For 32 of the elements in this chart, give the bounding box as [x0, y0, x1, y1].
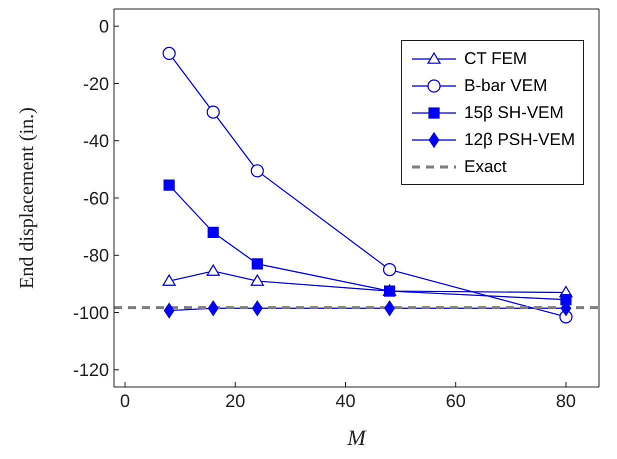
x-tick-label: 0 — [120, 390, 130, 411]
y-tick-label: -20 — [82, 74, 109, 94]
y-tick-label: -100 — [72, 302, 109, 323]
y-tick-label: -120 — [72, 360, 109, 380]
point — [162, 274, 176, 286]
point — [206, 264, 220, 276]
legend-label: 12β PSH-VEM — [464, 130, 575, 150]
point — [250, 274, 264, 286]
y-axis-title: End displacement (in.) — [16, 107, 38, 289]
legend-label: B-bar VEM — [464, 76, 548, 96]
point — [384, 300, 395, 316]
legend-label: 15β SH-VEM — [464, 102, 564, 122]
legend-label: CT FEM — [464, 48, 528, 68]
x-axis-title: M — [346, 425, 368, 450]
x-tick-label: 40 — [335, 390, 356, 411]
y-tick-label: -60 — [82, 188, 109, 208]
point — [162, 46, 176, 60]
point — [206, 105, 220, 119]
y-tick-label: -40 — [82, 131, 109, 152]
point — [252, 258, 263, 270]
point — [164, 180, 175, 191]
x-tick-label: 60 — [446, 390, 466, 411]
x-tick-label: 80 — [556, 390, 576, 411]
legend-label: Exact — [464, 156, 507, 176]
point — [250, 164, 264, 178]
point — [252, 300, 263, 316]
x-tick-label: 20 — [225, 390, 246, 411]
y-tick-label: 0 — [98, 16, 109, 37]
y-tick-label: -80 — [82, 246, 109, 266]
point — [382, 262, 396, 276]
point — [208, 226, 219, 238]
point — [208, 300, 219, 316]
